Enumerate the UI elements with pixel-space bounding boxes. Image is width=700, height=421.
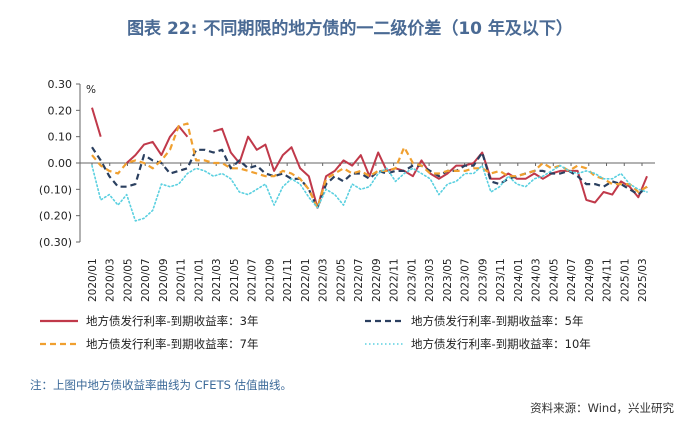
x-tick-label: 2023/07 [460,258,472,302]
source-note: 资料来源：Wind，兴业研究 [530,401,674,415]
legend-label-4: 地方债发行利率-到期收益率：10年 [411,337,591,351]
y-tick-label: 0.10 [48,131,73,144]
x-axis: 2020/01 2020/03 2020/05 2020/07 2020/09 2020/… [80,162,655,302]
x-tick-label: 2020/11 [176,258,188,302]
x-tick-label: 2024/09 [584,258,596,302]
legend-label-2: 地方债发行利率-到期收益率：5年 [411,314,583,328]
x-tick-label: 2024/03 [531,258,543,302]
x-tick-label: 2023/11 [495,258,507,302]
y-tick-label: 0.20 [48,104,73,117]
series-line-3 [91,122,648,209]
legend: 地方债发行利率-到期收益率：3年 地方债发行利率-到期收益率：5年地方债发行利率-… [40,314,591,351]
y-axis: % 0.30 0.20 0.10 0.00 (0.10) (0.20) (0.30) [39,78,96,249]
x-tick-label: 2024/07 [566,258,578,302]
y-tick-label: (0.20) [39,210,72,223]
x-tick-label: 2022/01 [300,258,312,302]
footnote: 注：上图中地方债收益率曲线为 CFETS 估值曲线。 [30,378,293,392]
x-tick-label: 2020/07 [140,258,152,302]
x-tick-label: 2022/03 [318,258,330,302]
y-tick-label: 0.30 [48,78,73,91]
series-line-2 [91,146,648,209]
x-tick-label: 2022/09 [371,258,383,302]
x-tick-label: 2020/09 [158,258,170,302]
x-tick-label: 2022/05 [335,258,347,302]
y-unit-label: % [86,84,96,96]
legend-label-3: 地方债发行利率-到期收益率：7年 [86,337,258,351]
x-tick-label: 2021/07 [247,258,259,302]
series-layer [91,107,648,222]
series-line-1 [91,107,648,209]
series-line-4 [91,164,648,222]
x-tick-label: 2025/01 [619,258,631,302]
x-tick-label: 2023/03 [424,258,436,302]
x-tick-label: 2021/03 [211,258,223,302]
x-tick-label: 2021/05 [229,258,241,302]
x-tick-label: 2024/01 [513,258,525,302]
y-tick-label: (0.30) [39,236,72,249]
x-tick-label: 2021/09 [264,258,276,302]
y-tick-label: 0.00 [48,157,73,170]
x-tick-label: 2024/11 [602,258,614,302]
x-tick-label: 2021/01 [193,258,205,302]
legend-label-1: 地方债发行利率-到期收益率：3年 [86,314,258,328]
x-tick-label: 2022/11 [389,258,401,302]
x-tick-label: 2023/09 [477,258,489,302]
x-tick-label: 2022/07 [353,258,365,302]
x-tick-label: 2020/03 [105,258,117,302]
x-tick-label: 2023/01 [406,258,418,302]
x-tick-label: 2020/05 [122,258,134,302]
x-tick-label: 2023/05 [442,258,454,302]
x-tick-label: 2020/01 [87,258,99,302]
x-tick-label: 2024/05 [548,258,560,302]
x-tick-label: 2025/03 [637,258,649,302]
y-tick-label: (0.10) [39,183,72,196]
chart-title: 图表 22: 不同期限的地方债的一二级价差（10 年及以下） [127,19,573,39]
x-tick-label: 2021/11 [282,258,294,302]
